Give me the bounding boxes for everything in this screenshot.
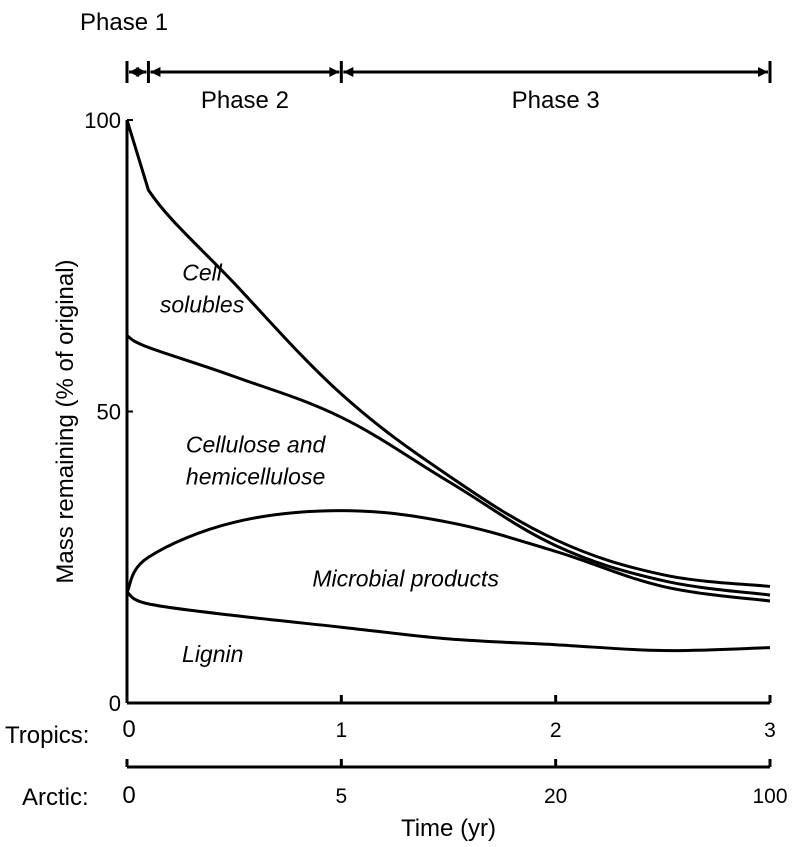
y-axis-label: Mass remaining (% of original) [52, 259, 79, 583]
phase-arrow-right-3 [758, 67, 768, 77]
series-line-cell-solubles [125, 119, 771, 588]
phase-3-label: Phase 3 [512, 87, 600, 114]
x-axis-label: Time (yr) [401, 815, 496, 842]
series-line-microbial-products [125, 509, 771, 603]
phase-arrow-right-1 [136, 67, 147, 77]
y-tick-label-0: 0 [109, 691, 121, 716]
x-axes: Tropics: 0 1 2 3 Arctic: 0 5 20 100 Time (yr) [5, 695, 788, 842]
series-label-cellulose: Cellulose and [186, 431, 327, 457]
arctic-tick-label-100: 100 [752, 785, 787, 808]
arctic-tick-label-20: 20 [544, 785, 567, 808]
phase-1-label: Phase 1 [80, 9, 168, 36]
phase-arrow-left-3 [343, 67, 354, 77]
series-label-lignin: Lignin [182, 641, 243, 667]
arctic-tick-label-5: 5 [335, 785, 347, 808]
series-line-lignin [126, 590, 771, 653]
series-label-microbial-products: Microbial products [312, 565, 499, 591]
series-label-cellulose-line2: hemicellulose [186, 463, 325, 489]
phase-2-label: Phase 2 [201, 87, 289, 114]
phase-arrow-left-2 [150, 67, 161, 77]
y-tick-label-50: 50 [97, 400, 121, 425]
arctic-axis-label: Arctic: [22, 784, 89, 811]
y-tick-label-100: 100 [84, 108, 121, 133]
tropics-tick-label-0: 0 [122, 716, 135, 743]
tropics-tick-label-3: 3 [764, 719, 776, 742]
series-line-cellulose-and-hemicellulose [126, 334, 771, 597]
tropics-tick-label-1: 1 [335, 719, 347, 742]
tropics-tick-label-2: 2 [550, 719, 562, 742]
series-label-cell-solubles: Cell [182, 259, 223, 285]
series-label-cell-solubles-line2: solubles [160, 291, 245, 317]
plot-area: 0 50 100 Mass remaining (% of original) Ce… [52, 108, 771, 716]
tropics-axis-label: Tropics: [5, 722, 89, 749]
phase-bar: Phase 1 Phase 2 Phase 3 [80, 9, 772, 114]
phase-arrow-right-2 [329, 67, 340, 77]
arctic-tick-label-0: 0 [122, 782, 135, 809]
